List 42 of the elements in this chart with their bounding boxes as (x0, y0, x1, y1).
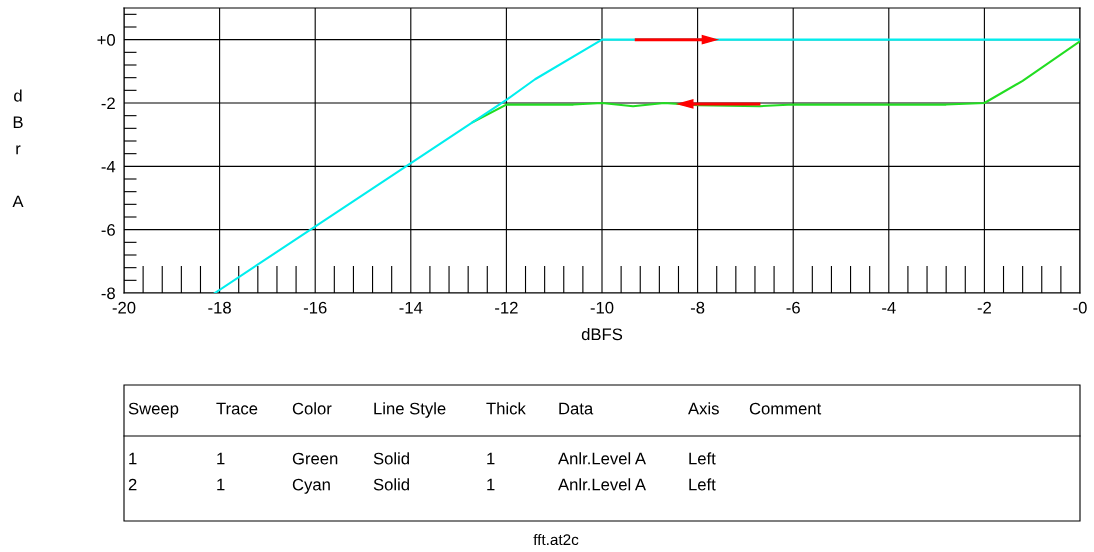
text: 1 (129, 452, 137, 465)
text: Color (292, 402, 332, 415)
x-tick-label: -20 (112, 301, 136, 314)
text: 1 (487, 478, 495, 491)
text: Solid (373, 452, 409, 465)
text: Left (689, 478, 716, 491)
line-series (213, 38, 1080, 293)
text: 1 (217, 452, 225, 465)
text: Green (292, 452, 338, 465)
x-tick-label: -18 (208, 301, 231, 314)
x-tick-label: -16 (303, 301, 327, 314)
y-tick-label: -2 (101, 97, 115, 110)
x-tick-label: -14 (399, 301, 423, 314)
text: Cyan (292, 478, 330, 494)
x-tick-label: -10 (590, 301, 614, 314)
text: Thick (486, 402, 526, 415)
y-tick-label: -6 (101, 224, 115, 236)
x-tick-label: -6 (786, 301, 800, 314)
text: Sweep (128, 402, 179, 418)
x-tick-label: -12 (495, 301, 518, 314)
text: dBr A (12, 89, 24, 208)
text: fft.at2c (533, 533, 579, 546)
text: 1 (487, 452, 495, 465)
text: Axis (688, 402, 719, 415)
x-tick-label: -0 (1073, 301, 1087, 314)
text: Anlr.Level A (558, 452, 646, 465)
y-tick-label: +0 (97, 34, 116, 46)
text: Data (559, 402, 594, 415)
text: Anlr.Level A (558, 478, 646, 491)
text: Left (689, 452, 716, 465)
x-tick-label: -8 (690, 301, 705, 314)
text: 1 (217, 478, 225, 491)
text: Trace (216, 402, 258, 415)
text: Line Style (374, 402, 446, 418)
y-tick-label: -8 (101, 287, 115, 300)
text: 2 (128, 478, 137, 491)
y-tick-label: -4 (101, 160, 116, 173)
x-tick-label: -4 (882, 301, 896, 314)
text: Comment (749, 402, 822, 415)
x-axis-title: dBFS (581, 327, 623, 341)
x-tick-label: -2 (977, 301, 991, 314)
text: Solid (373, 478, 409, 491)
